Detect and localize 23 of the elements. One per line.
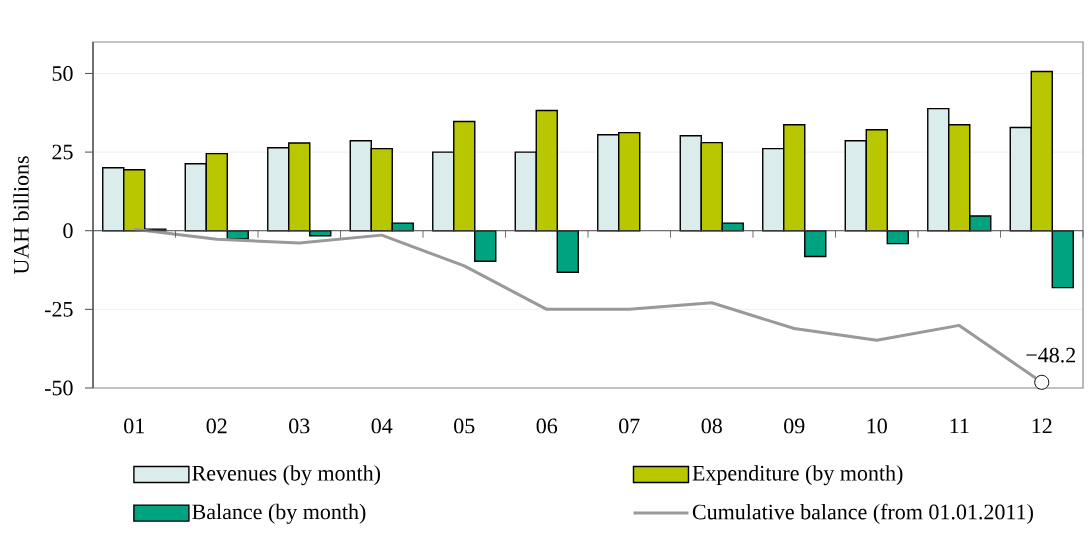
y-tick-label: 50 (52, 66, 73, 81)
x-tick-label: 07 (619, 418, 640, 434)
x-tick-label: 12 (1032, 418, 1052, 434)
x-tick-label: 09 (784, 418, 805, 434)
legend-label: Balance (by month) (192, 503, 366, 524)
x-tick-label: 10 (867, 418, 887, 434)
x-tick-label: 11 (950, 418, 969, 434)
y-axis-title: UAH billions (13, 156, 29, 275)
annotation: −48.2 (1026, 347, 1075, 363)
legend-label: Cumulative balance (from 01.01.2011) (692, 503, 1033, 524)
x-tick-label: 06 (536, 418, 558, 434)
x-tick-label: 04 (371, 418, 393, 434)
x-tick-label: 05 (454, 418, 475, 434)
legend-label: Expenditure (by month) (692, 465, 903, 486)
y-tick-label: -50 (44, 380, 73, 396)
x-tick-label: 02 (206, 418, 227, 434)
legend-label: Revenues (by month) (192, 465, 381, 486)
y-tick-label: 0 (63, 223, 73, 239)
x-tick-label: 03 (289, 418, 310, 434)
x-tick-label: 01 (124, 418, 144, 434)
y-tick-label: -25 (44, 301, 73, 317)
y-tick-label: 25 (52, 144, 73, 160)
x-tick-label: 08 (701, 418, 722, 434)
